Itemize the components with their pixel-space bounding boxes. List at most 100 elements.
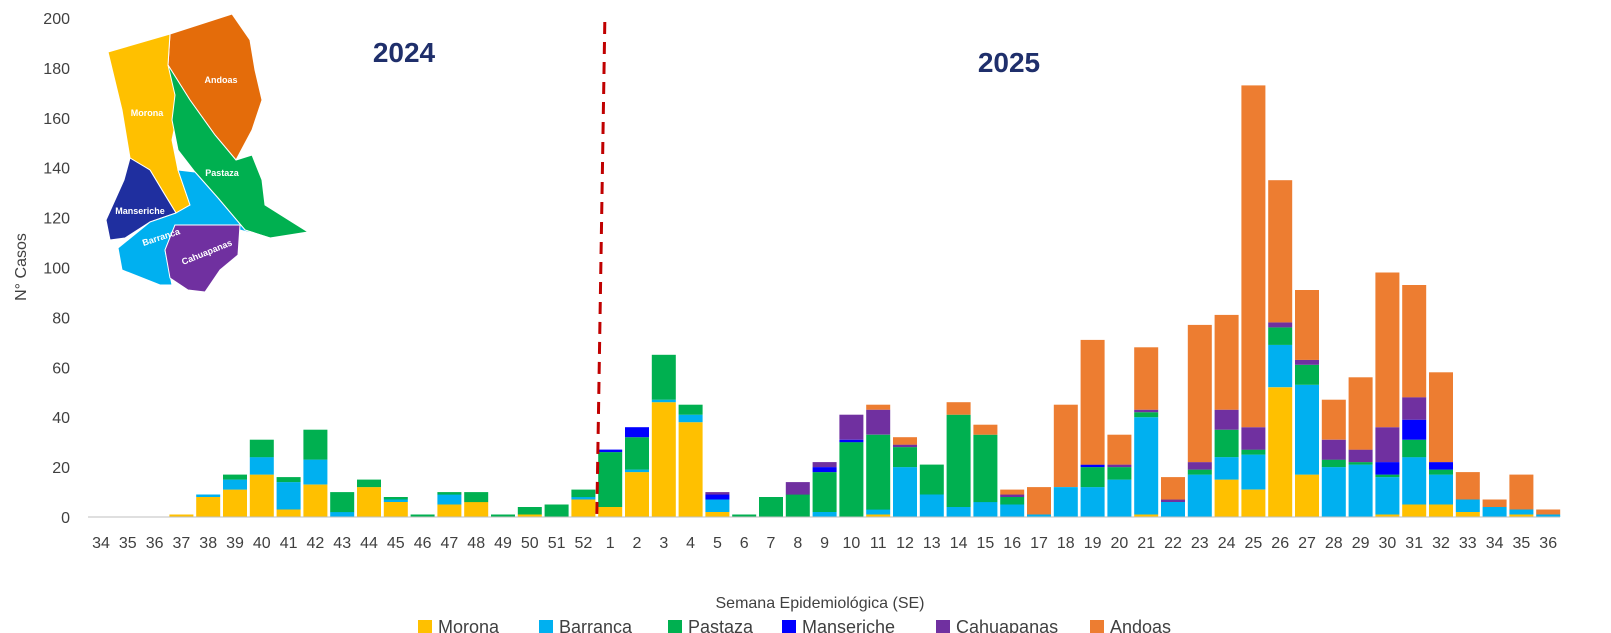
x-tick-label: 3 [659,535,668,552]
bar-morona-53 [1509,514,1534,517]
bar-andoas-52 [1482,499,1507,507]
bar-andoas-49 [1402,285,1427,398]
x-tick-label: 38 [199,535,217,552]
bar-pastaza-33 [973,434,998,503]
legend-label-andoas: Andoas [1110,617,1171,633]
x-tick-label: 46 [414,535,432,552]
bar-morona-20 [625,472,649,517]
year-label-2025: 2025 [978,47,1040,78]
x-tick-label: 21 [1137,535,1155,552]
bar-pastaza-8 [303,429,328,460]
x-tick-label: 39 [226,535,244,552]
bar-pastaza-20 [625,437,649,470]
year-label-2024: 2024 [373,37,436,68]
bar-barranca-43 [1241,454,1266,490]
y-tick-label: 40 [52,410,70,427]
region-map: Andoas Morona Pastaza Manseriche Barranc… [105,13,310,293]
bar-barranca-5 [223,479,247,490]
bar-pastaza-27 [812,472,837,512]
bar-barranca-6 [249,457,274,475]
bar-barranca-35 [1027,514,1051,517]
x-tick-label: 33 [1459,535,1477,552]
y-tick-label: 0 [61,510,70,527]
bar-pastaza-31 [919,464,944,495]
bar-pastaza-25 [759,497,783,517]
bar-andoas-30 [893,437,917,445]
bar-barranca-37 [1080,487,1105,517]
x-tick-label: 31 [1405,535,1423,552]
x-tick-label: 41 [280,535,298,552]
bar-cahuapanas-44 [1268,322,1293,328]
bar-pastaza-29 [866,434,891,510]
legend: Morona Barranca Pastaza Manseriche Cahuapana… [418,617,1171,633]
bar-barranca-33 [973,502,998,517]
bar-barranca-8 [303,459,328,485]
x-tick-label: 50 [521,535,539,552]
y-tick-label: 100 [43,261,70,278]
bar-barranca-47 [1348,464,1373,517]
bar-cahuapanas-28 [839,414,864,440]
map-label-andoas: Andoas [204,75,237,85]
bar-andoas-53 [1509,474,1534,510]
bar-pastaza-47 [1348,462,1373,465]
x-tick-label: 1 [606,535,615,552]
y-tick-label: 120 [43,211,70,228]
bar-morona-3 [169,514,194,517]
legend-swatch-pastaza [668,620,682,633]
bar-morona-45 [1295,474,1319,517]
bar-cahuapanas-45 [1295,359,1319,365]
legend-label-barranca: Barranca [559,617,633,633]
x-tick-label: 16 [1003,535,1021,552]
bar-barranca-46 [1321,467,1346,517]
x-tick-label: 23 [1191,535,1209,552]
y-tick-label: 60 [52,360,70,377]
x-tick-label: 36 [146,535,164,552]
bar-pastaza-19 [598,452,623,507]
year-divider-line [595,21,607,518]
x-tick-label: 18 [1057,535,1075,552]
bar-manseriche-28 [839,439,864,443]
bar-cahuapanas-38 [1107,464,1132,468]
legend-swatch-manseriche [782,620,796,633]
bar-morona-13 [437,504,462,517]
legend-label-morona: Morona [438,617,500,633]
bar-pastaza-10 [357,479,381,488]
bar-pastaza-6 [249,439,274,458]
bar-barranca-52 [1482,507,1507,517]
x-tick-label: 28 [1325,535,1343,552]
bar-andoas-44 [1268,180,1293,323]
x-axis-title: Semana Epidemiológica (SE) [716,595,925,612]
bar-pastaza-30 [893,447,917,468]
bar-cahuapanas-43 [1241,427,1266,450]
x-tick-label: 13 [923,535,941,552]
bar-pastaza-34 [1000,497,1025,505]
bar-morona-43 [1241,489,1266,517]
bar-pastaza-46 [1321,459,1346,468]
bar-manseriche-37 [1080,464,1105,468]
map-region-pastaza [167,64,310,239]
bar-morona-11 [383,502,408,517]
x-tick-label: 49 [494,535,512,552]
bar-barranca-44 [1268,344,1293,388]
bar-morona-39 [1134,514,1159,517]
bar-barranca-48 [1375,477,1400,515]
bar-barranca-53 [1509,509,1534,515]
bar-barranca-22 [678,414,703,423]
bar-morona-44 [1268,387,1293,517]
x-tick-label: 10 [843,535,861,552]
x-tick-label: 5 [713,535,722,552]
bar-morona-42 [1214,479,1239,517]
x-tick-label: 34 [1486,535,1504,552]
bar-pastaza-45 [1295,364,1319,385]
legend-swatch-morona [418,620,432,633]
x-tick-label: 45 [387,535,405,552]
bar-cahuapanas-30 [893,444,917,448]
x-tick-label: 15 [977,535,995,552]
bar-morona-51 [1455,512,1480,517]
bar-barranca-4 [196,494,221,497]
x-axis: 34 35 36 37 38 39 40 41 42 43 44 45 46 47 48 49 50 51 52 1 2… [88,516,1560,552]
bar-morona-22 [678,422,703,517]
bar-pastaza-32 [946,414,971,507]
bar-barranca-41 [1187,474,1212,517]
bar-barranca-54 [1536,514,1561,517]
